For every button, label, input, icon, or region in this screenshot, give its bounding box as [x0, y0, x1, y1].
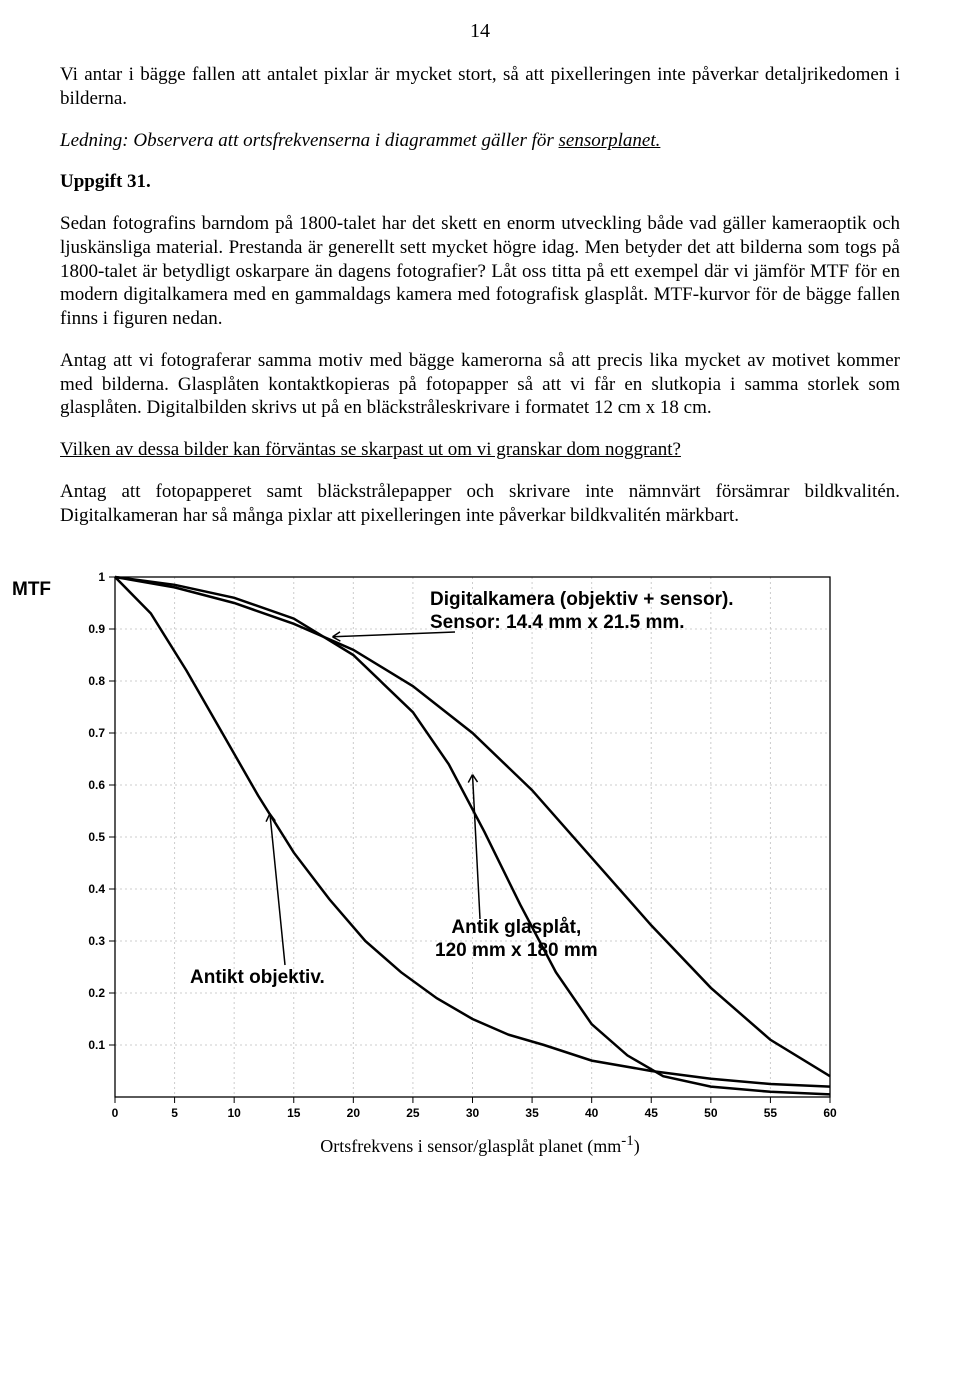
svg-text:0.3: 0.3 [88, 934, 105, 948]
svg-text:35: 35 [525, 1106, 539, 1120]
annotation-antik-plat-line1: Antik glasplåt, [451, 917, 581, 938]
x-axis-label: Ortsfrekvens i sensor/glasplåt planet (m… [60, 1133, 900, 1157]
x-axis-label-sup: -1 [621, 1133, 634, 1149]
svg-text:50: 50 [704, 1106, 718, 1120]
svg-text:0.1: 0.1 [88, 1038, 105, 1052]
svg-text:60: 60 [823, 1106, 837, 1120]
svg-text:0.4: 0.4 [88, 882, 105, 896]
svg-text:45: 45 [645, 1106, 659, 1120]
annotation-antik-plat-line2: 120 mm x 180 mm [435, 940, 598, 961]
paragraph-assumption: Antag att vi fotograferar samma motiv me… [60, 349, 900, 420]
svg-text:25: 25 [406, 1106, 420, 1120]
annotation-antik-plat: Antik glasplåt, 120 mm x 180 mm [435, 917, 598, 963]
x-axis-label-pre: Ortsfrekvens i sensor/glasplåt planet (m… [320, 1136, 621, 1156]
annotation-antik-obj: Antikt objektiv. [190, 967, 325, 990]
svg-text:0.6: 0.6 [88, 778, 105, 792]
page-number: 14 [60, 20, 900, 43]
chart-svg: 0 5 10 15 20 25 30 35 40 45 50 55 60 0.1 0.2 0.3 0.4 0.5 0… [60, 567, 840, 1127]
ledning-prefix: Ledning: Observera att ortsfrekvenserna … [60, 130, 559, 151]
svg-text:55: 55 [764, 1106, 778, 1120]
mtf-chart: MTF Digitalkamera (objektiv + sensor). S… [60, 567, 900, 1157]
paragraph-background: Sedan fotografins barndom på 1800-talet … [60, 212, 900, 331]
uppgift-heading: Uppgift 31. [60, 170, 900, 194]
svg-text:1: 1 [98, 570, 105, 584]
page-root: 14 Vi antar i bägge fallen att antalet p… [0, 0, 960, 1197]
paragraph-ledning: Ledning: Observera att ortsfrekvenserna … [60, 129, 900, 153]
svg-text:0.7: 0.7 [88, 726, 105, 740]
svg-text:0.8: 0.8 [88, 674, 105, 688]
annotation-digital-line2: Sensor: 14.4 mm x 21.5 mm. [430, 612, 685, 633]
svg-text:30: 30 [466, 1106, 480, 1120]
svg-text:0.2: 0.2 [88, 986, 105, 1000]
annotation-digital-line1: Digitalkamera (objektiv + sensor). [430, 589, 734, 610]
annotation-digital: Digitalkamera (objektiv + sensor). Senso… [430, 589, 734, 635]
question-line: Vilken av dessa bilder kan förväntas se … [60, 438, 900, 462]
svg-text:40: 40 [585, 1106, 599, 1120]
x-axis-label-post: ) [634, 1136, 640, 1156]
svg-text:0: 0 [112, 1106, 119, 1120]
svg-text:0.9: 0.9 [88, 622, 105, 636]
svg-text:15: 15 [287, 1106, 301, 1120]
y-axis-label: MTF [12, 579, 51, 602]
paragraph-note: Antag att fotopapperet samt bläckstrålep… [60, 480, 900, 528]
svg-text:0.5: 0.5 [88, 830, 105, 844]
paragraph-intro: Vi antar i bägge fallen att antalet pixl… [60, 63, 900, 111]
svg-text:10: 10 [227, 1106, 241, 1120]
svg-text:5: 5 [171, 1106, 178, 1120]
svg-text:20: 20 [347, 1106, 361, 1120]
ledning-underlined: sensorplanet. [559, 130, 661, 151]
